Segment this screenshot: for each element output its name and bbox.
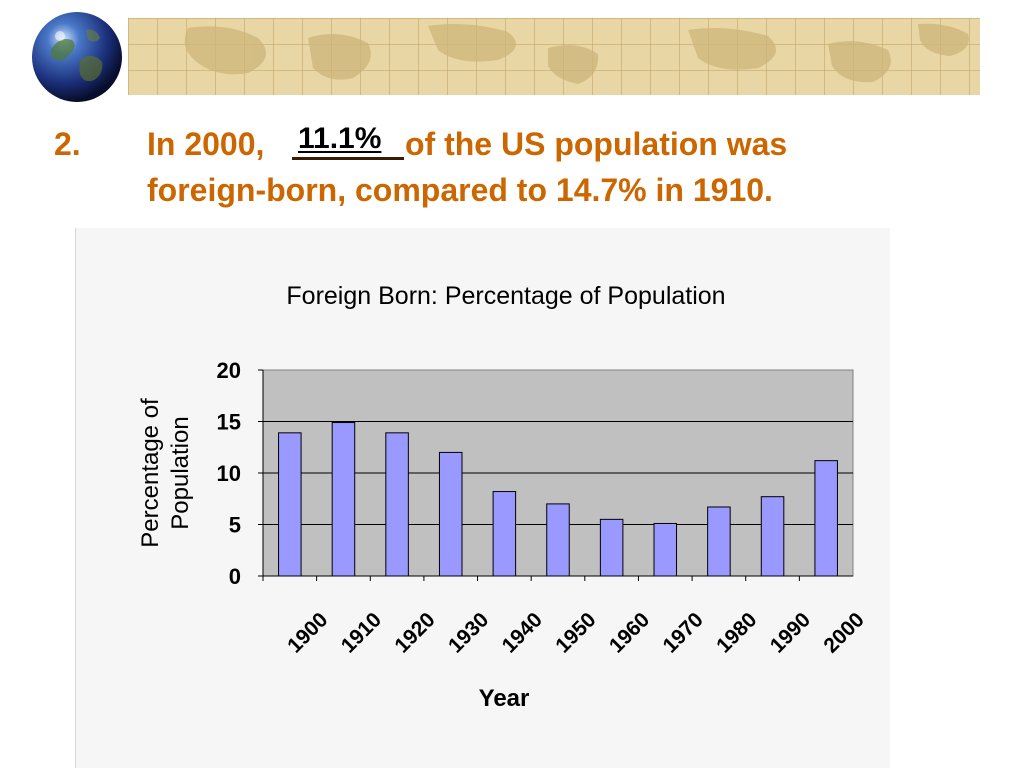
bar-1910 [331, 422, 356, 577]
x-tick-labels: 1900 1910 1920 1930 1940 1950 1960 1970 1980 1990… [262, 576, 869, 658]
x-tick-label: 1990 [766, 608, 815, 657]
bar-1950 [546, 503, 570, 577]
x-tick-label: 1960 [605, 608, 654, 657]
bar-1990 [760, 496, 785, 577]
bar-1970 [653, 522, 678, 577]
y-axis-label-line-2: Population [167, 416, 194, 529]
bar-1920 [385, 432, 409, 577]
heading-prefix: In 2000, [147, 126, 265, 162]
x-tick-label: 1980 [712, 608, 761, 657]
blank-underline [292, 157, 404, 160]
bar-chart: Foreign Born: Percentage of Population 0… [137, 282, 869, 712]
y-tick-label: 20 [217, 358, 241, 383]
x-axis-label: Year [479, 685, 530, 712]
globe-icon [30, 10, 124, 104]
bullet-number: 2. [54, 126, 81, 162]
y-tick-label: 5 [229, 513, 241, 538]
y-axis-label: Percentage of Population [137, 398, 194, 548]
answer-blank: 11.1% [292, 122, 404, 160]
x-tick-label: 1970 [659, 608, 708, 657]
bar-1930 [438, 451, 463, 577]
bar-1960 [599, 518, 624, 577]
x-tick-label: 1940 [498, 608, 547, 657]
x-tick-label: 1930 [444, 608, 493, 657]
y-tick-label: 10 [217, 461, 241, 486]
y-tick-label: 15 [217, 410, 241, 435]
x-tick-label: 1910 [337, 608, 386, 657]
chart-panel: Foreign Born: Percentage of Population 0… [75, 228, 890, 768]
x-tick-label: 2000 [819, 608, 868, 657]
x-tick-label: 1920 [390, 608, 439, 657]
world-map-band [128, 18, 980, 95]
bar-1900 [278, 432, 302, 577]
bar-1940 [492, 491, 517, 577]
bar-2000 [814, 460, 838, 577]
x-tick-label: 1900 [283, 608, 332, 657]
y-axis-label-line-1: Percentage of [137, 398, 164, 548]
y-tick-labels: 0 5 10 15 20 [217, 358, 263, 589]
heading-line-2: foreign-born, compared to 14.7% in 1910. [147, 172, 773, 208]
heading-suffix: of the US population was [405, 126, 788, 162]
bar-series [278, 422, 838, 577]
header-banner [0, 0, 1024, 110]
chart-title: Foreign Born: Percentage of Population [286, 282, 725, 310]
bar-1980 [707, 506, 731, 577]
answer-value: 11.1% [298, 122, 382, 155]
x-tick-label: 1950 [551, 608, 600, 657]
y-tick-label: 0 [229, 564, 241, 589]
